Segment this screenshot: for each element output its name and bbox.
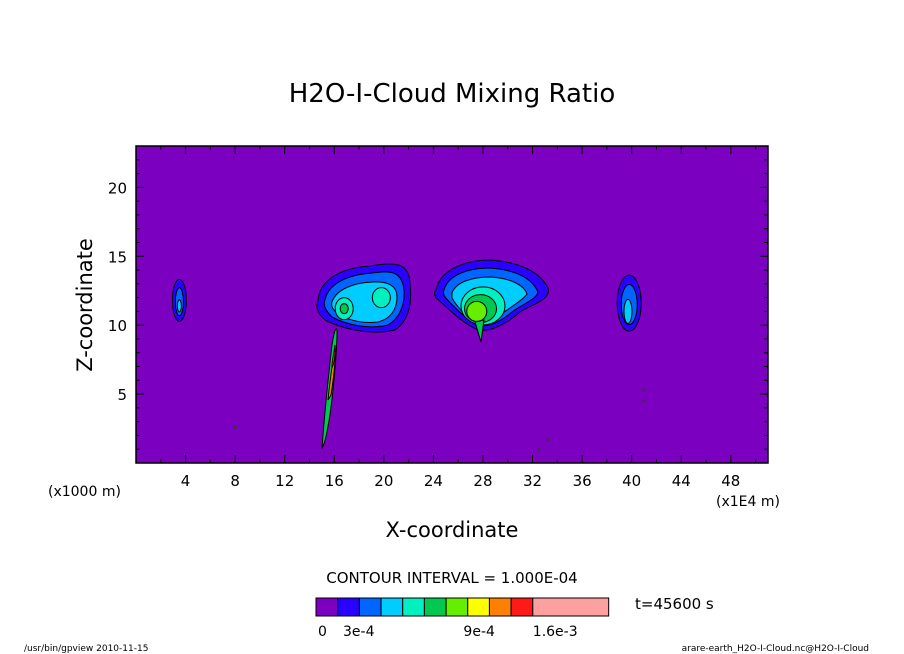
- colorbar-segment: [423, 597, 447, 617]
- cloud-x28-tail: [474, 319, 485, 343]
- x-axis: 4 8 12 16 20 24 28 32 36 40 44 48: [160, 146, 757, 490]
- cloud-speck: [642, 388, 646, 392]
- colorbar-tick-label: 1.6e-3: [533, 624, 578, 640]
- x-tick-label: 16: [325, 472, 344, 490]
- x-axis-unit-left: (x1000 m): [48, 484, 121, 500]
- cloud-x40-level3: [623, 298, 633, 324]
- cloud-x28-level6: [466, 300, 488, 322]
- x-tick-label: 24: [424, 472, 443, 490]
- colorbar-segment: [488, 597, 512, 617]
- time-label: t=45600 s: [635, 595, 714, 613]
- x-tick-label: 36: [573, 472, 592, 490]
- x-tick-label: 44: [672, 472, 691, 490]
- x-tick-label: 4: [181, 472, 191, 490]
- x-tick-label: 8: [230, 472, 240, 490]
- colorbar: [315, 597, 610, 617]
- colorbar-segment: [532, 597, 610, 617]
- cloud-speck: [642, 399, 646, 403]
- colorbar-segment: [358, 597, 382, 617]
- plume-level9: [331, 349, 336, 369]
- cloud-x20-level4: [371, 287, 391, 309]
- y-tick-label: 20: [108, 179, 127, 197]
- x-tick-label: 48: [721, 472, 740, 490]
- colorbar-segment: [402, 597, 425, 617]
- chart-title: H2O-I-Cloud Mixing Ratio: [289, 79, 616, 109]
- x-tick-label: 40: [622, 472, 641, 490]
- cloud-x3-level3: [176, 299, 182, 313]
- colorbar-labels: 0 3e-4 9e-4 1.6e-3: [318, 624, 578, 640]
- colorbar-segment: [315, 597, 339, 617]
- x-axis-unit-right: (x1E4 m): [716, 494, 780, 510]
- cloud-speck: [537, 447, 541, 451]
- footer-left: /usr/bin/gpview 2010-11-15: [24, 644, 148, 654]
- contour-interval-text: CONTOUR INTERVAL = 1.000E-04: [326, 569, 577, 587]
- colorbar-segment: [337, 597, 360, 617]
- colorbar-segment: [510, 597, 534, 617]
- y-tick-label: 5: [117, 386, 127, 404]
- colorbar-segment: [467, 597, 490, 617]
- x-tick-label: 20: [374, 472, 393, 490]
- x-tick-label: 32: [523, 472, 542, 490]
- y-tick-label: 10: [108, 317, 127, 335]
- cloud-contours: [171, 259, 646, 451]
- cloud-speck: [233, 425, 237, 429]
- colorbar-segment: [380, 597, 404, 617]
- y-axis-label: Z-coordinate: [73, 238, 97, 372]
- plot-frame: [135, 145, 769, 464]
- x-axis-label: X-coordinate: [386, 518, 519, 542]
- x-tick-label: 12: [275, 472, 294, 490]
- footer-right: arare-earth_H2O-I-Cloud.nc@H2O-I-Cloud: [682, 644, 869, 654]
- y-axis: 5 10 15 20: [108, 159, 768, 450]
- cloud-x17-level5: [339, 303, 349, 315]
- plot-area: [135, 145, 769, 464]
- colorbar-tick-label: 0: [318, 624, 327, 640]
- cloud-speck: [547, 437, 551, 442]
- colorbar-segment: [445, 597, 469, 617]
- colorbar-tick-label: 9e-4: [463, 624, 495, 640]
- colorbar-tick-label: 3e-4: [343, 624, 375, 640]
- x-tick-label: 28: [473, 472, 492, 490]
- y-tick-label: 15: [108, 248, 127, 266]
